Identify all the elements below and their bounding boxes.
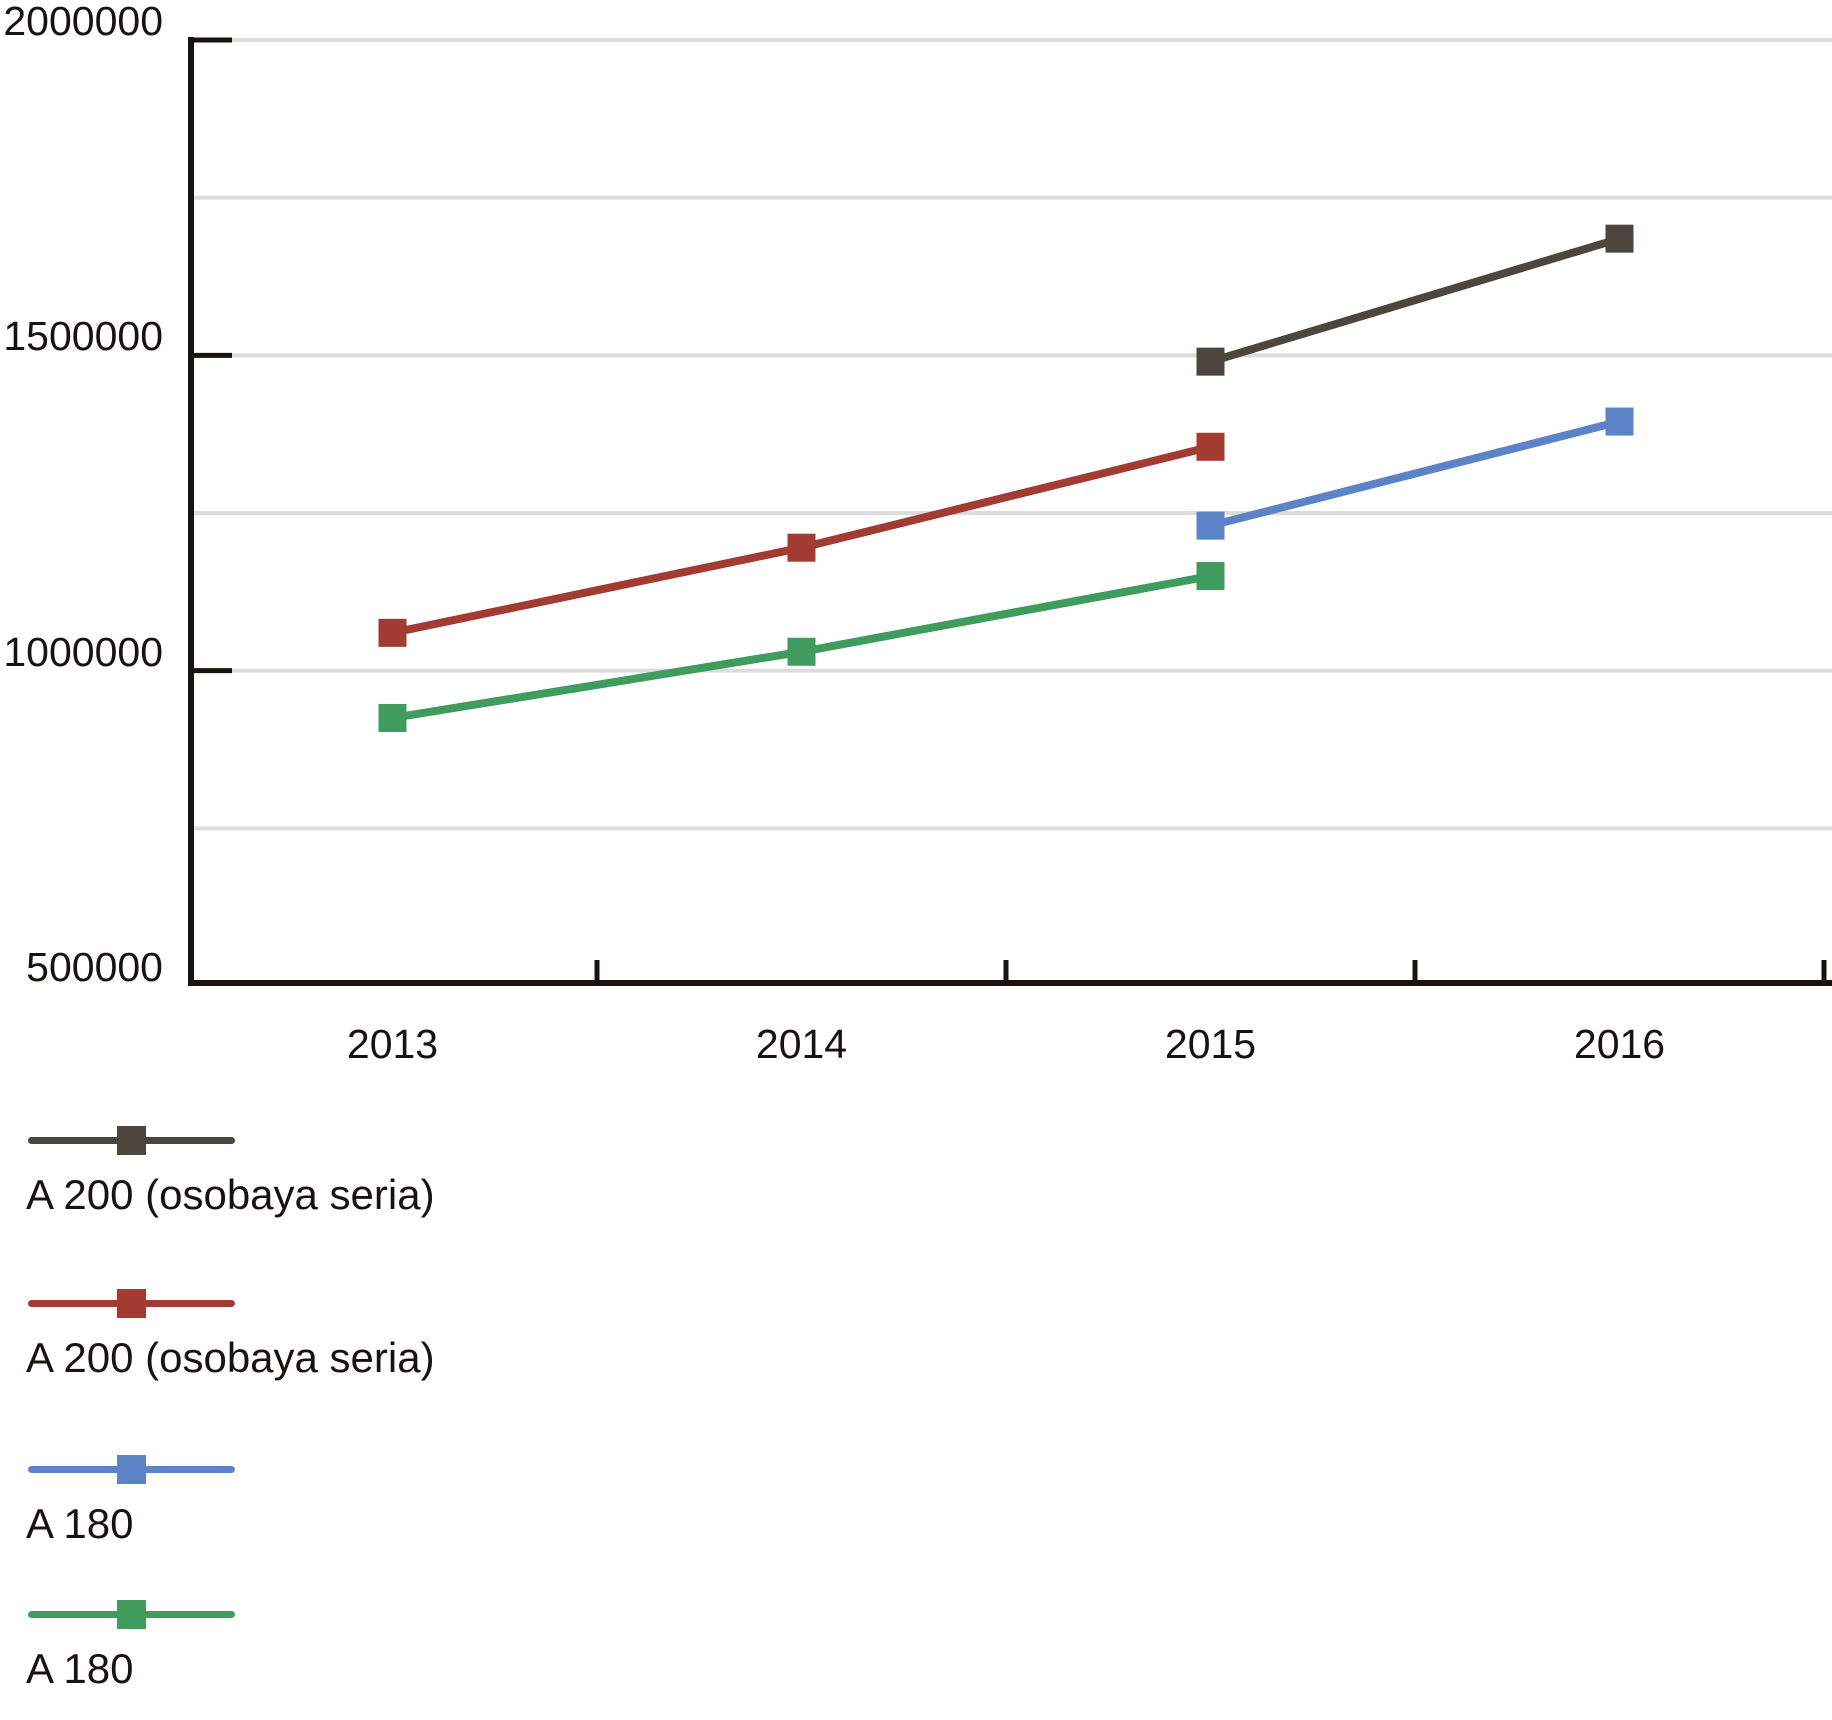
plot-area (188, 37, 1832, 986)
y-tick-label: 2000000 (3, 0, 163, 44)
legend-item: A 200 (osobaya seria) (26, 1126, 435, 1219)
data-point-marker (378, 703, 407, 732)
legend-square-marker-icon (117, 1600, 146, 1629)
y-tick-label: 500000 (26, 944, 163, 990)
x-tick-label: 2014 (755, 1021, 848, 1067)
legend-label: A 180 (26, 1500, 134, 1547)
data-point-marker (787, 533, 816, 562)
legend-swatch (28, 1455, 235, 1485)
legend-square-marker-icon (117, 1289, 146, 1318)
y-tick-label: 1000000 (3, 628, 163, 675)
x-tick-label: 2016 (1573, 1021, 1666, 1067)
legend-label: A 180 (26, 1645, 134, 1692)
legend-swatch (28, 1289, 235, 1319)
data-point-marker (1605, 224, 1634, 253)
data-point-marker (1196, 562, 1225, 591)
x-tick-label: 2013 (346, 1021, 439, 1067)
data-point-marker (1196, 347, 1225, 376)
data-point-marker (378, 618, 407, 647)
data-point-marker (1196, 432, 1225, 461)
x-tick-label: 2015 (1164, 1021, 1257, 1067)
legend-square-marker-icon (117, 1126, 146, 1155)
legend-label: A 200 (osobaya seria) (26, 1171, 435, 1218)
series-line-0 (1209, 234, 1621, 366)
data-point-marker (787, 637, 816, 666)
legend-square-marker-icon (117, 1455, 146, 1484)
legend-item: A 200 (osobaya seria) (26, 1289, 435, 1382)
data-point-marker (1196, 511, 1225, 540)
legend-swatch (28, 1600, 235, 1630)
y-tick-label: 1500000 (3, 313, 163, 360)
legend-swatch (28, 1126, 235, 1156)
legend-label: A 200 (osobaya seria) (26, 1334, 435, 1381)
legend-item: A 180 (26, 1455, 235, 1548)
data-point-marker (1605, 407, 1634, 436)
legend-item: A 180 (26, 1600, 235, 1693)
series-line-2 (1209, 417, 1621, 530)
